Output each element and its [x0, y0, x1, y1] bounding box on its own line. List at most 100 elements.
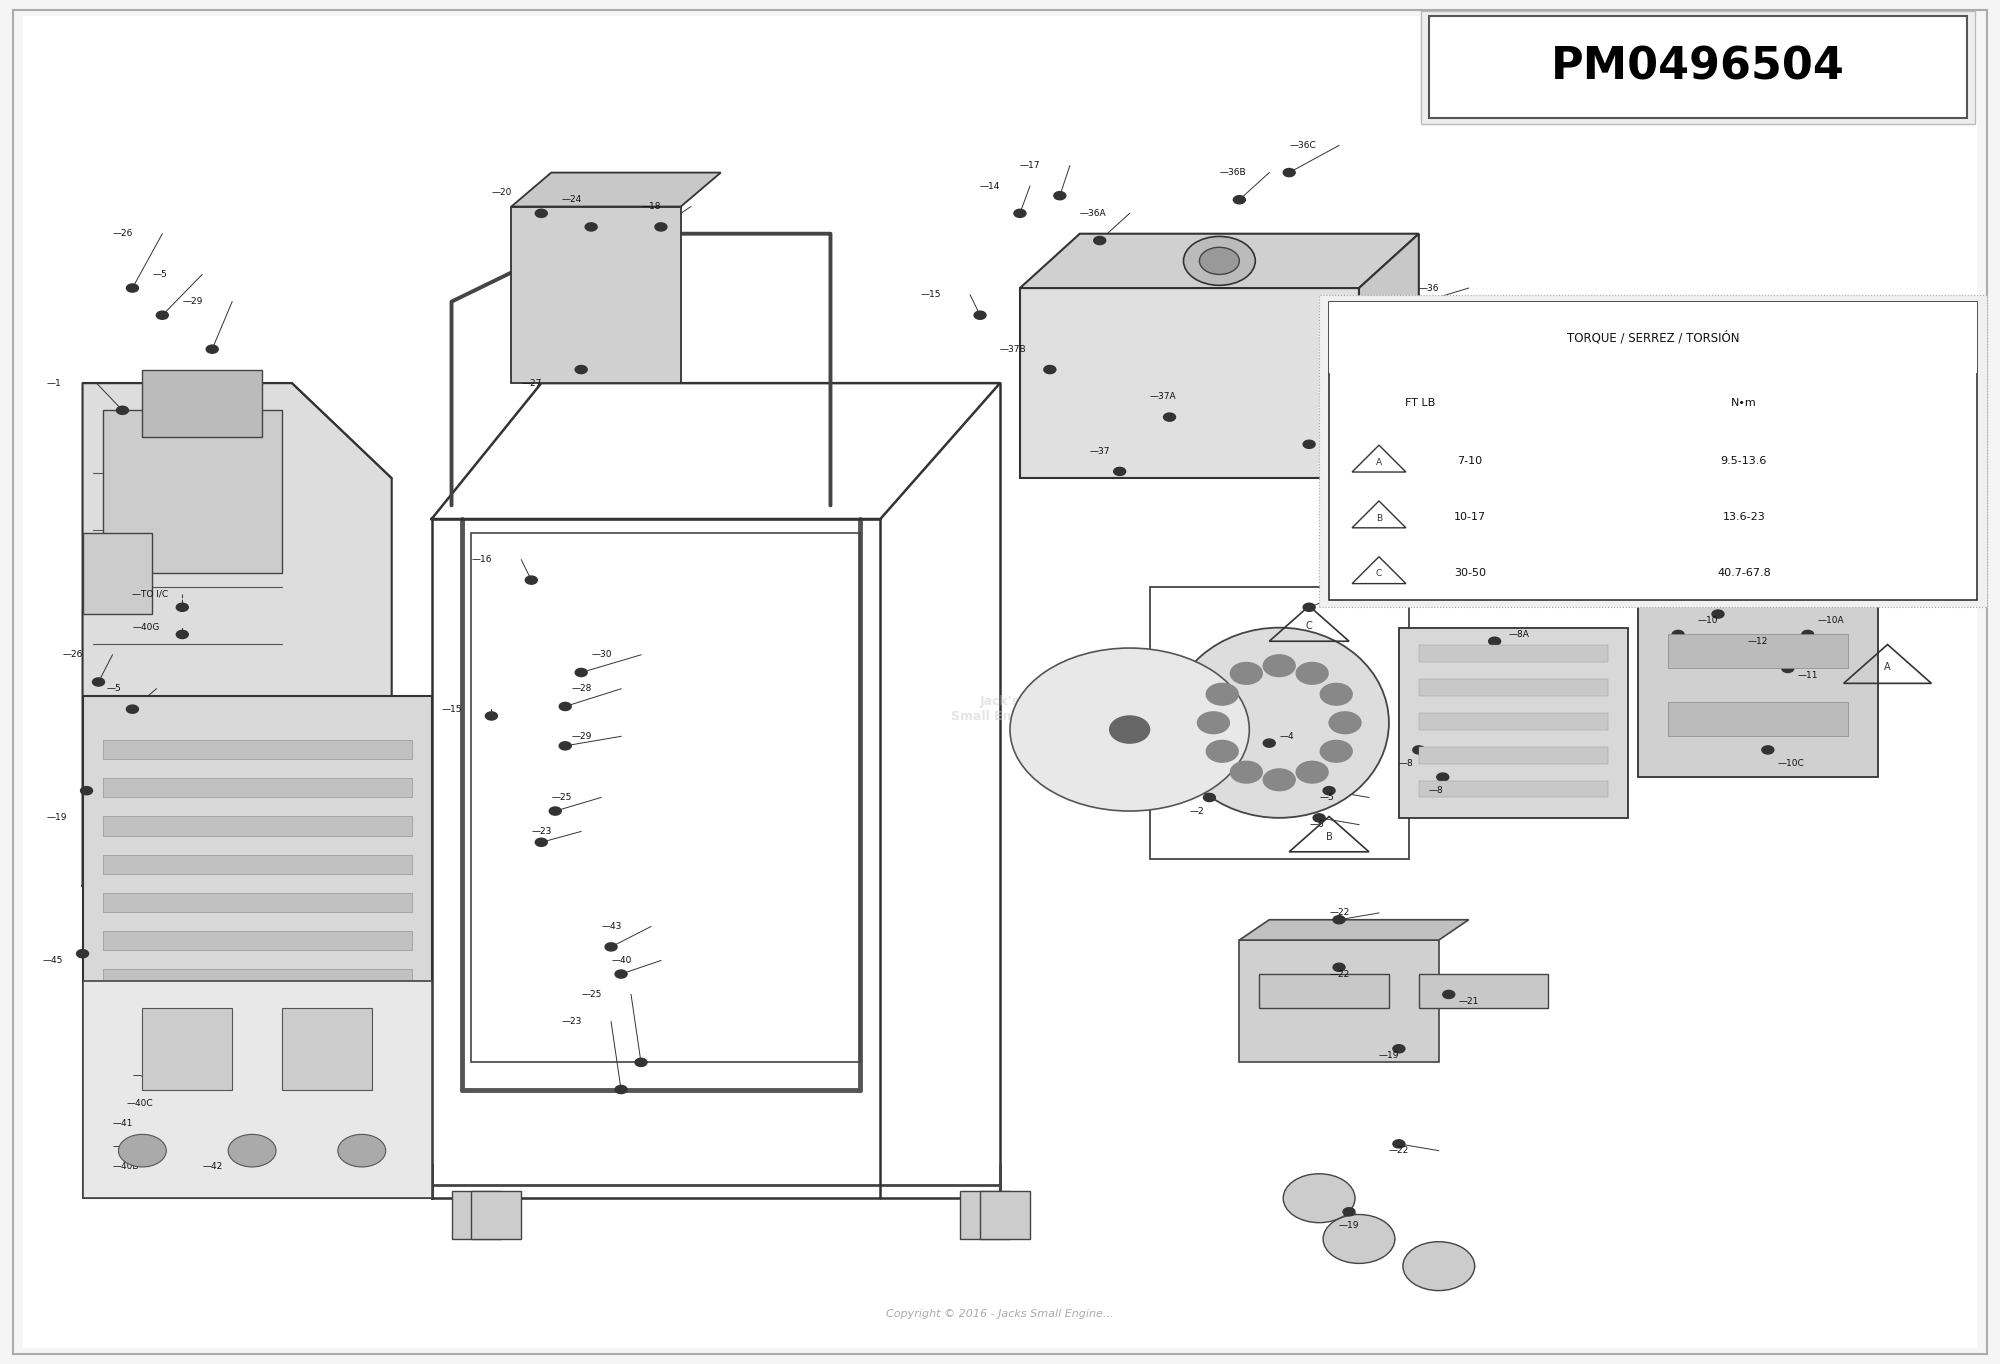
Circle shape [1110, 716, 1150, 743]
Bar [472, 1191, 522, 1239]
Text: B: B [1326, 832, 1332, 842]
Bar [102, 892, 412, 911]
Circle shape [1812, 509, 1824, 516]
Text: —2: —2 [1190, 806, 1204, 816]
Text: Jack's
Small Engines: Jack's Small Engines [950, 696, 1050, 723]
Bar [142, 1008, 232, 1090]
Bar [102, 854, 412, 873]
Text: —37A: —37A [1150, 393, 1176, 401]
Circle shape [1802, 630, 1814, 638]
Circle shape [80, 787, 92, 795]
Circle shape [116, 406, 128, 415]
Text: 10-17: 10-17 [1454, 512, 1486, 522]
Text: —29: —29 [572, 732, 592, 741]
Polygon shape [512, 173, 720, 206]
Bar [102, 779, 412, 798]
Text: —5: —5 [106, 685, 122, 693]
Bar [102, 968, 412, 988]
Circle shape [586, 222, 598, 231]
Circle shape [1200, 247, 1240, 274]
Text: A: A [1884, 662, 1890, 672]
Bar [282, 1008, 372, 1090]
Bar [980, 1191, 1030, 1239]
Circle shape [536, 209, 548, 217]
Bar [102, 1121, 412, 1140]
Bar [1668, 566, 1848, 600]
Bar [1240, 940, 1438, 1063]
Circle shape [1334, 915, 1346, 923]
Circle shape [1304, 441, 1316, 449]
Text: —37B: —37B [1000, 345, 1026, 353]
Circle shape [1206, 683, 1238, 705]
Text: —18: —18 [640, 202, 662, 211]
Circle shape [1712, 610, 1724, 618]
Circle shape [1234, 195, 1246, 203]
Circle shape [1296, 663, 1328, 685]
Bar [82, 696, 432, 1198]
Circle shape [152, 1157, 164, 1165]
Circle shape [1324, 1214, 1394, 1263]
Text: N•m: N•m [1732, 398, 1756, 408]
Text: —30: —30 [592, 651, 612, 659]
Circle shape [338, 1135, 386, 1168]
Circle shape [1330, 712, 1360, 734]
Circle shape [1334, 963, 1346, 971]
Circle shape [1204, 794, 1216, 802]
Text: —21: —21 [1458, 997, 1480, 1005]
Circle shape [328, 1042, 348, 1056]
Bar [102, 817, 412, 836]
Circle shape [654, 222, 666, 231]
Bar [102, 1007, 412, 1026]
Circle shape [606, 943, 618, 951]
Circle shape [1184, 236, 1256, 285]
Text: FT LB: FT LB [1404, 398, 1434, 408]
Circle shape [1392, 1045, 1404, 1053]
Text: 13.6-23: 13.6-23 [1722, 512, 1766, 522]
Circle shape [1782, 664, 1794, 672]
Text: —17: —17 [1020, 161, 1040, 170]
Text: —10B: —10B [1838, 494, 1864, 503]
Text: —26: —26 [112, 229, 132, 239]
Text: —25: —25 [582, 990, 602, 998]
Bar [82, 532, 152, 614]
Text: —37C: —37C [1340, 419, 1366, 428]
Text: —15: —15 [920, 291, 940, 299]
Circle shape [1044, 366, 1056, 374]
Circle shape [1284, 1174, 1356, 1222]
Polygon shape [1020, 233, 1418, 288]
Bar [102, 741, 412, 760]
Circle shape [1320, 741, 1352, 762]
Circle shape [1314, 814, 1326, 822]
Circle shape [1392, 1140, 1404, 1148]
Bar [1418, 974, 1548, 1008]
Circle shape [1304, 603, 1316, 611]
Bar [102, 411, 282, 573]
Text: 9.5-13.6: 9.5-13.6 [1720, 456, 1768, 466]
Text: B: B [1376, 514, 1382, 522]
Circle shape [296, 1042, 316, 1056]
Bar [1320, 295, 1988, 607]
Bar [1020, 288, 1360, 479]
Text: C: C [1376, 569, 1382, 578]
Bar [1260, 974, 1388, 1008]
Text: 30-50: 30-50 [1454, 567, 1486, 577]
Bar [1418, 645, 1608, 662]
Circle shape [1264, 739, 1276, 747]
Circle shape [1732, 651, 1744, 659]
Text: —19: —19 [1340, 1221, 1360, 1230]
Circle shape [636, 1058, 646, 1067]
Circle shape [560, 742, 572, 750]
Bar [102, 1159, 412, 1178]
Circle shape [1230, 663, 1262, 685]
Circle shape [206, 345, 218, 353]
Circle shape [1264, 769, 1296, 791]
Text: —40C: —40C [126, 1098, 154, 1108]
Bar [1758, 363, 1888, 383]
Text: —40G: —40G [132, 623, 160, 632]
Circle shape [560, 702, 572, 711]
Bar [1418, 782, 1608, 798]
FancyBboxPatch shape [22, 16, 1978, 1348]
Circle shape [616, 1086, 628, 1094]
Circle shape [1094, 236, 1106, 244]
Text: —27: —27 [522, 379, 542, 387]
